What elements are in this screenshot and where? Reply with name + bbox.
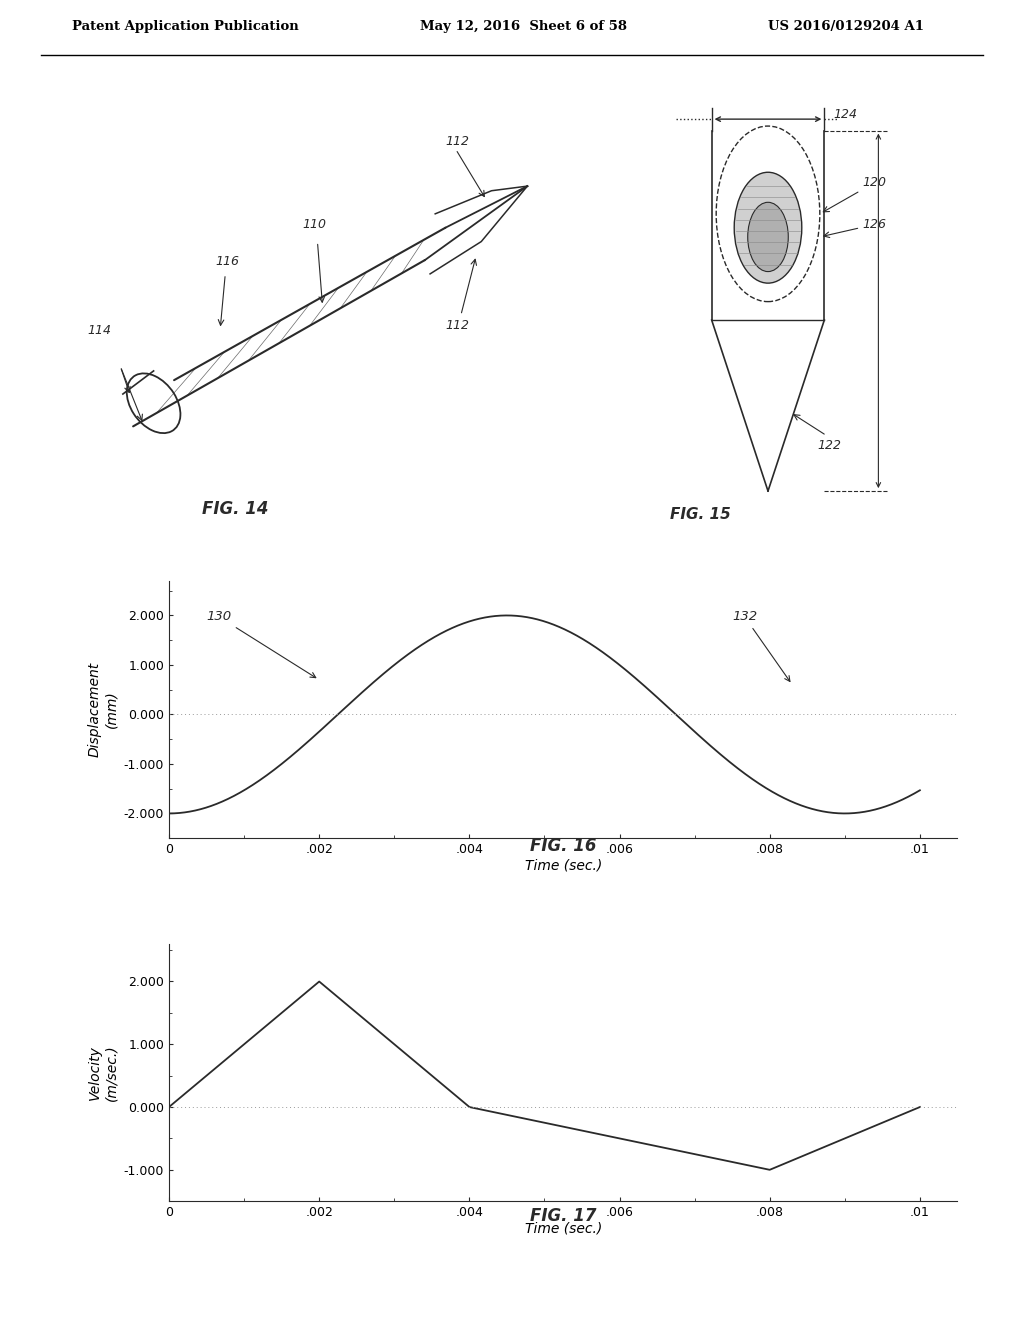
Text: FIG. 14: FIG. 14 [203, 500, 268, 519]
Text: 116: 116 [215, 255, 239, 268]
X-axis label: Time (sec.): Time (sec.) [524, 1222, 602, 1236]
Text: 132: 132 [732, 610, 790, 681]
Text: US 2016/0129204 A1: US 2016/0129204 A1 [768, 20, 924, 33]
Y-axis label: Displacement
(mm): Displacement (mm) [88, 661, 118, 758]
Text: 124: 124 [834, 108, 857, 121]
Text: FIG. 15: FIG. 15 [670, 507, 731, 521]
Ellipse shape [734, 172, 802, 284]
Text: 122: 122 [817, 440, 842, 453]
Text: Patent Application Publication: Patent Application Publication [72, 20, 298, 33]
Text: 126: 126 [862, 218, 887, 231]
Text: FIG. 16: FIG. 16 [530, 837, 596, 855]
Y-axis label: Velocity
(m/sec.): Velocity (m/sec.) [88, 1044, 118, 1101]
Text: 114: 114 [87, 323, 111, 337]
Text: 120: 120 [862, 176, 887, 189]
Text: 110: 110 [302, 218, 326, 231]
Text: May 12, 2016  Sheet 6 of 58: May 12, 2016 Sheet 6 of 58 [420, 20, 627, 33]
Text: FIG. 17: FIG. 17 [530, 1206, 596, 1225]
Text: 130: 130 [207, 610, 315, 677]
X-axis label: Time (sec.): Time (sec.) [524, 859, 602, 873]
Text: 112: 112 [445, 135, 469, 148]
Ellipse shape [748, 202, 788, 272]
Text: 112: 112 [445, 319, 469, 333]
